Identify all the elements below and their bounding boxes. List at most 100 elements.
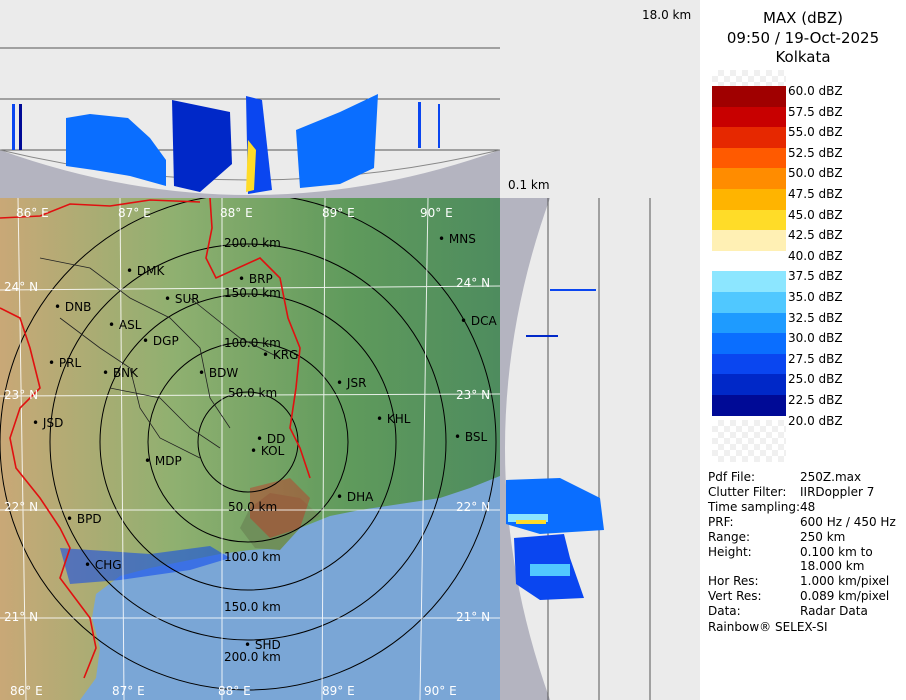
metadata-key: Time sampling: <box>708 500 801 514</box>
corner-panel <box>500 0 700 198</box>
lat-label: 21° N <box>456 610 491 624</box>
legend-level-label: 55.0 dBZ <box>788 125 843 140</box>
city-label: • DCA <box>460 314 497 328</box>
city-label: • SUR <box>164 292 200 306</box>
legend-panel: MAX (dBZ) 09:50 / 19-Oct-2025 Kolkata 60… <box>700 0 906 700</box>
legend-level-label: 25.0 dBZ <box>788 372 843 387</box>
legend-level-label: 45.0 dBZ <box>788 207 843 222</box>
city-label: • BSL <box>454 430 488 444</box>
metadata-key: Pdf File: <box>708 470 756 484</box>
city-label: • MDP <box>144 454 182 468</box>
metadata-key: Range: <box>708 530 751 544</box>
lon-label: 87° E <box>118 206 151 220</box>
lon-label: 88° E <box>220 206 253 220</box>
side-range-wedge <box>500 198 550 700</box>
echo-band-upper-light <box>508 514 548 522</box>
legend-level-label: 42.5 dBZ <box>788 228 843 243</box>
legend-swatch <box>712 353 786 375</box>
station-name: Kolkata <box>775 48 831 66</box>
range-ring-200 <box>49 243 447 641</box>
metadata-value: Radar Data <box>800 604 868 618</box>
range-label: 50.0 km <box>228 386 278 400</box>
range-ring-50 <box>197 391 299 493</box>
lat-label: 24° N <box>4 280 39 294</box>
legend-swatch <box>712 106 786 128</box>
metadata-value: 600 Hz / 450 Hz <box>800 515 896 529</box>
range-ring-250 <box>0 198 497 691</box>
lon-label: 90° E <box>424 684 457 698</box>
legend-swatch <box>712 168 786 190</box>
echo-band-lower-light <box>530 564 570 576</box>
metadata-value: 0.089 km/pixel <box>800 589 890 603</box>
range-label: 150.0 km <box>224 600 281 614</box>
legend-swatch <box>712 209 786 231</box>
lon-label: 90° E <box>420 206 453 220</box>
lat-label: 23° N <box>4 388 39 402</box>
city-label: • DD <box>256 432 286 446</box>
legend-level-label: 30.0 dBZ <box>788 331 843 346</box>
top-range-wedge <box>0 150 500 198</box>
echo-band-upper <box>506 478 604 534</box>
city-label: • DGP <box>142 334 179 348</box>
metadata-value: 1.000 km/pixel <box>800 574 890 588</box>
metadata-key: Data: <box>708 604 741 618</box>
lon-label: 87° E <box>112 684 145 698</box>
city-label: • MNS <box>438 232 476 246</box>
echo-column <box>19 104 22 150</box>
legend-level-label: 60.0 dBZ <box>788 84 843 98</box>
legend-checker-bottom <box>712 420 786 462</box>
delta-region <box>240 493 320 550</box>
legend-swatch <box>712 147 786 169</box>
echo-column <box>438 104 440 148</box>
legend-level-label: 40.0 dBZ <box>788 248 843 263</box>
legend-level-label: 32.5 dBZ <box>788 310 843 325</box>
legend-swatch <box>712 86 786 107</box>
product-title: MAX (dBZ) <box>762 9 844 27</box>
legend-level-label: 37.5 dBZ <box>788 269 843 284</box>
echo-cell-central <box>172 100 232 192</box>
legend-level-label: 27.5 dBZ <box>788 351 843 366</box>
top-height-label: 18.0 km <box>642 8 692 22</box>
legend-swatch <box>712 395 786 416</box>
district-borders <box>39 257 281 459</box>
top-cross-section-panel <box>0 0 500 198</box>
metadata-key: Height: <box>708 545 752 559</box>
city-label: • KOL <box>250 444 285 458</box>
legend-swatch <box>712 250 786 272</box>
range-label: 150.0 km <box>224 286 281 300</box>
range-label: 200.0 km <box>224 650 281 664</box>
metadata-value: 0.100 km to <box>800 545 873 559</box>
radar-map[interactable]: 86° E 87° E 88° E 89° E 90° E 86° E 87° … <box>0 198 500 700</box>
echo-cell-west <box>66 114 166 186</box>
metadata-value: 48 <box>800 500 816 514</box>
lat-label: 22° N <box>456 500 491 514</box>
range-label: 50.0 km <box>228 500 278 514</box>
lon-label: 89° E <box>322 206 355 220</box>
city-label: • BPD <box>66 512 102 526</box>
legend-level-label: 35.0 dBZ <box>788 290 843 304</box>
city-label: • JSR <box>336 376 367 390</box>
city-label: • SHD <box>244 638 281 652</box>
city-label: • BDW <box>198 366 239 380</box>
lat-label: 23° N <box>456 388 491 402</box>
echo-delta <box>250 478 310 538</box>
range-label: 200.0 km <box>224 236 281 250</box>
legend-swatch <box>712 189 786 210</box>
side-cross-section-panel <box>500 198 700 700</box>
lon-label: 86° E <box>16 206 49 220</box>
side-height-label: 0.1 km <box>508 178 550 192</box>
city-label: • DHA <box>336 490 374 504</box>
metadata-key: Hor Res: <box>708 574 759 588</box>
legend-swatch <box>712 127 786 149</box>
legend-swatch <box>712 312 786 334</box>
city-label: • CHG <box>84 558 122 572</box>
city-label: • BNK <box>102 366 138 380</box>
legend-level-label: 20.0 dBZ <box>788 413 843 428</box>
echo-column <box>12 104 15 150</box>
product-datetime: 09:50 / 19-Oct-2025 <box>726 29 880 47</box>
legend-swatch <box>712 230 786 252</box>
metadata-value: 250 km <box>800 530 846 544</box>
metadata-value: 250Z.max <box>800 470 862 484</box>
city-label: • DNB <box>54 300 92 314</box>
lon-label: 89° E <box>322 684 355 698</box>
